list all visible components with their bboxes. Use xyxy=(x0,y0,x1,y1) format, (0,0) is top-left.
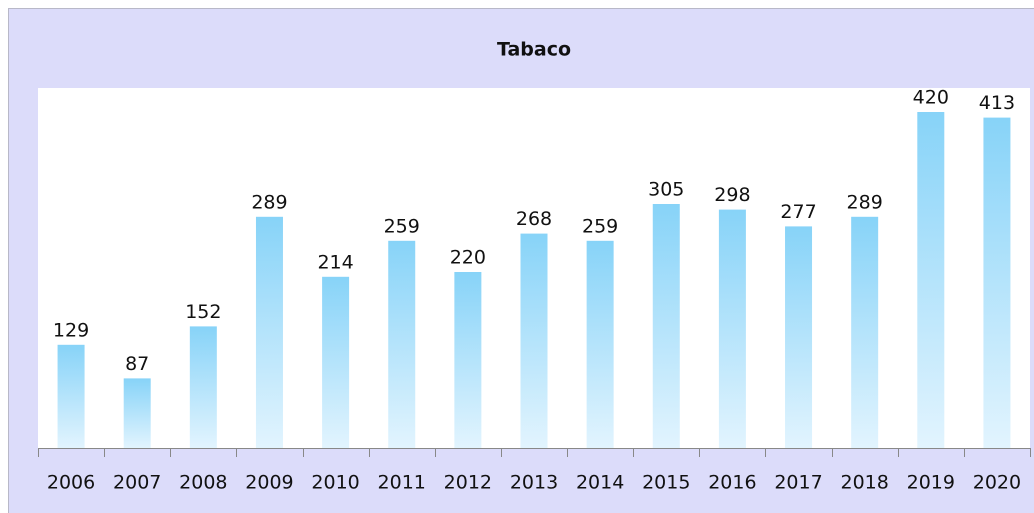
data-label: 259 xyxy=(384,215,420,237)
bar xyxy=(785,226,813,448)
data-label: 129 xyxy=(53,319,89,341)
data-label: 413 xyxy=(979,92,1015,114)
bar xyxy=(520,233,548,448)
bar xyxy=(322,276,350,448)
bar xyxy=(718,209,746,448)
data-label: 289 xyxy=(251,191,287,213)
data-label: 298 xyxy=(714,184,750,206)
x-tick-label: 2019 xyxy=(907,472,955,494)
bar xyxy=(652,204,680,448)
data-label: 277 xyxy=(780,201,816,223)
data-label: 268 xyxy=(516,208,552,230)
bar xyxy=(454,272,482,448)
x-tick-label: 2016 xyxy=(708,472,756,494)
x-tick-label: 2012 xyxy=(444,472,492,494)
x-tick-label: 2020 xyxy=(973,472,1021,494)
bar xyxy=(123,378,151,448)
x-tick-label: 2009 xyxy=(245,472,293,494)
data-label: 289 xyxy=(847,191,883,213)
x-tick-label: 2008 xyxy=(179,472,227,494)
x-tick-label: 2017 xyxy=(774,472,822,494)
x-tick-label: 2006 xyxy=(47,472,95,494)
data-label: 220 xyxy=(450,247,486,269)
x-tick-label: 2013 xyxy=(510,472,558,494)
data-label: 214 xyxy=(317,251,353,273)
x-tick-label: 2011 xyxy=(378,472,426,494)
bar xyxy=(388,240,416,448)
data-label: 420 xyxy=(913,87,949,109)
bar xyxy=(255,216,283,448)
bar xyxy=(189,326,217,448)
bar xyxy=(917,112,945,448)
x-tick-label: 2018 xyxy=(840,472,888,494)
data-label: 305 xyxy=(648,179,684,201)
data-label: 259 xyxy=(582,215,618,237)
chart-title: Tabaco xyxy=(497,39,571,61)
x-tick-label: 2014 xyxy=(576,472,624,494)
x-tick-label: 2007 xyxy=(113,472,161,494)
bar xyxy=(851,216,879,448)
x-tick-label: 2010 xyxy=(311,472,359,494)
bar xyxy=(983,117,1011,448)
bar xyxy=(57,344,85,448)
x-tick-label: 2015 xyxy=(642,472,690,494)
data-label: 87 xyxy=(125,353,149,375)
bar xyxy=(586,240,614,448)
data-label: 152 xyxy=(185,301,221,323)
